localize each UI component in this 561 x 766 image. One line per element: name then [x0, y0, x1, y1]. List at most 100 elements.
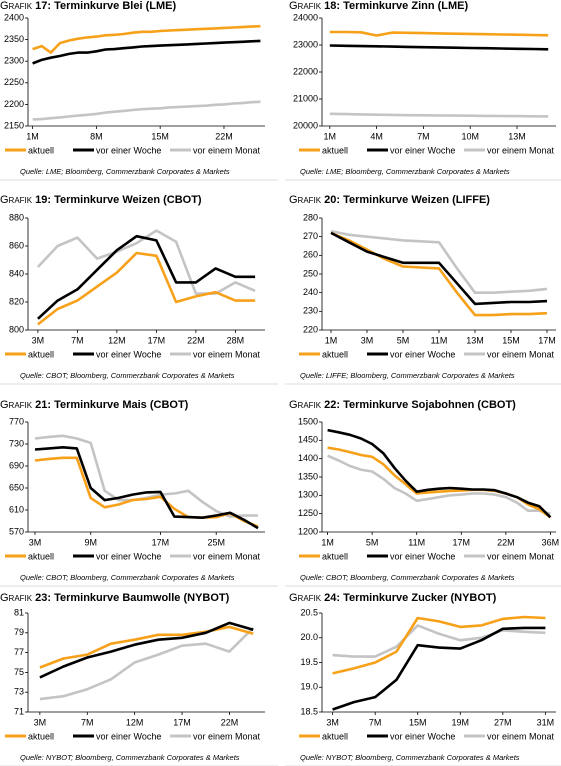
- x-tick-label: 5M: [366, 537, 379, 547]
- x-tick-label: 25M: [207, 537, 225, 547]
- legend-label: vor einem Monat: [193, 349, 261, 359]
- x-tick-label: 4M: [370, 131, 383, 141]
- y-tick-label: 21000: [293, 93, 318, 103]
- y-tick-label: 2300: [4, 56, 24, 66]
- series-line: [32, 24, 261, 54]
- series-line: [32, 100, 261, 121]
- y-tick-label: 75: [14, 667, 24, 677]
- y-tick-label: 860: [9, 240, 24, 250]
- y-tick-label: 79: [14, 627, 24, 637]
- y-tick-label: 280: [303, 212, 318, 222]
- series-line: [332, 626, 546, 711]
- series-line: [330, 231, 548, 317]
- chart-title: Grafik 23: Terminkurve Baumwolle (NYBOT): [0, 592, 230, 604]
- x-tick-label: 17M: [148, 335, 166, 345]
- x-tick-label: 22M: [187, 335, 205, 345]
- series-line: [332, 615, 546, 675]
- y-tick-label: 800: [9, 324, 24, 334]
- x-tick-label: 36M: [542, 537, 560, 547]
- x-tick-label: 22M: [497, 537, 515, 547]
- chart-title: Grafik 21: Terminkurve Mais (CBOT): [0, 399, 189, 411]
- x-tick-label: 13M: [508, 131, 526, 141]
- y-tick-label: 820: [9, 296, 24, 306]
- y-tick-label: 2350: [4, 34, 24, 44]
- x-tick-label: 17M: [538, 335, 556, 345]
- y-tick-label: 880: [9, 212, 24, 222]
- series-line: [329, 30, 549, 37]
- title-kicker: Grafik: [0, 592, 33, 604]
- x-tick-label: 22M: [221, 717, 239, 727]
- x-tick-label: 15M: [409, 717, 427, 727]
- y-tick-label: 270: [303, 231, 318, 241]
- legend-label: aktuell: [322, 551, 348, 561]
- x-tick-label: 1M: [321, 537, 334, 547]
- y-tick-label: 19.5: [300, 657, 318, 667]
- series-line: [329, 112, 549, 118]
- legend-label: vor einer Woche: [96, 551, 161, 561]
- y-tick-label: 71: [14, 706, 24, 716]
- y-tick-label: 77: [14, 647, 24, 657]
- series-line: [327, 454, 551, 515]
- chart-title: Grafik 19: Terminkurve Weizen (CBOT): [0, 194, 202, 206]
- x-tick-label: 1M: [325, 335, 338, 345]
- y-tick-label: 1250: [298, 508, 318, 518]
- y-tick-label: 1450: [298, 435, 318, 445]
- x-tick-label: 5M: [397, 335, 410, 345]
- y-tick-label: 220: [303, 324, 318, 334]
- title-kicker: Grafik: [289, 0, 322, 12]
- title-text: 23: Terminkurve Baumwolle (NYBOT): [35, 592, 230, 604]
- y-tick-label: 2200: [4, 99, 24, 109]
- y-tick-label: 1300: [298, 490, 318, 500]
- legend-label: vor einer Woche: [96, 145, 161, 155]
- chart-title: Grafik 24: Terminkurve Zucker (NYBOT): [289, 592, 497, 604]
- x-tick-label: 3M: [326, 717, 339, 727]
- legend-label: vor einer Woche: [390, 731, 455, 741]
- x-tick-label: 3M: [361, 335, 374, 345]
- legend-label: vor einer Woche: [390, 349, 455, 359]
- y-tick-label: 770: [9, 416, 24, 426]
- legend-label: vor einem Monat: [193, 731, 261, 741]
- title-kicker: Grafik: [289, 194, 322, 206]
- chart-title: Grafik 22: Terminkurve Sojabohnen (CBOT): [289, 399, 516, 411]
- legend-label: aktuell: [322, 145, 348, 155]
- y-tick-label: 840: [9, 268, 24, 278]
- x-tick-label: 12M: [108, 335, 126, 345]
- series-line: [32, 39, 261, 65]
- title-kicker: Grafik: [289, 399, 322, 411]
- source-note: Quelle: LIFFE; Bloomberg, Commerzbank Co…: [300, 371, 515, 380]
- y-tick-label: 250: [303, 268, 318, 278]
- x-tick-label: 15M: [151, 131, 169, 141]
- series-line: [329, 44, 549, 51]
- x-tick-label: 8M: [90, 131, 103, 141]
- title-text: 18: Terminkurve Zinn (LME): [324, 0, 468, 12]
- title-text: 22: Terminkurve Sojabohnen (CBOT): [324, 399, 516, 411]
- title-kicker: Grafik: [0, 194, 33, 206]
- chart-title: Grafik 20: Terminkurve Weizen (LIFFE): [289, 194, 490, 206]
- title-text: 24: Terminkurve Zucker (NYBOT): [324, 592, 497, 604]
- x-tick-label: 7M: [369, 717, 382, 727]
- title-text: 17: Terminkurve Blei (LME): [35, 0, 176, 12]
- title-text: 21: Terminkurve Mais (CBOT): [35, 399, 189, 411]
- y-tick-label: 2400: [4, 12, 24, 22]
- source-note: Quelle: CBOT; Bloomberg, Commerzbank Cor…: [20, 573, 235, 582]
- legend-label: vor einer Woche: [96, 349, 161, 359]
- legend-label: aktuell: [322, 349, 348, 359]
- x-tick-label: 27M: [494, 717, 512, 727]
- legend-label: vor einem Monat: [487, 145, 555, 155]
- legend-label: aktuell: [28, 145, 54, 155]
- series-line: [37, 234, 256, 320]
- y-tick-label: 1400: [298, 453, 318, 463]
- series-line: [36, 229, 256, 295]
- y-tick-label: 2150: [4, 120, 24, 130]
- y-tick-label: 20000: [293, 120, 318, 130]
- x-tick-label: 1M: [324, 131, 337, 141]
- y-tick-label: 1350: [298, 471, 318, 481]
- title-text: 19: Terminkurve Weizen (CBOT): [35, 194, 202, 206]
- legend-label: aktuell: [322, 731, 348, 741]
- legend-label: vor einem Monat: [487, 731, 555, 741]
- y-tick-label: 81: [14, 607, 24, 617]
- y-tick-label: 2250: [4, 77, 24, 87]
- series-line: [34, 446, 259, 530]
- x-tick-label: 31M: [537, 717, 555, 727]
